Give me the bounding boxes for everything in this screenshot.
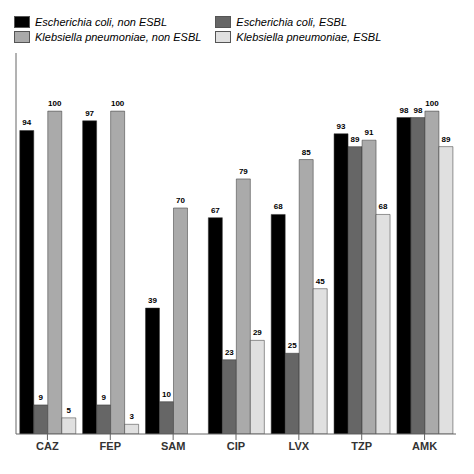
svg-text:98: 98 <box>413 106 422 115</box>
svg-text:CIP: CIP <box>227 440 245 452</box>
svg-text:5: 5 <box>67 406 72 415</box>
svg-text:TZP: TZP <box>351 440 372 452</box>
svg-text:9: 9 <box>101 393 106 402</box>
html-text:Escherichia coli, ESBL: Escherichia coli, ESBL <box>236 16 347 28</box>
svg-text:70: 70 <box>176 196 185 205</box>
svg-text:89: 89 <box>441 135 450 144</box>
svg-text:FEP: FEP <box>100 440 121 452</box>
html-text:Escherichia coli, non ESBL: Escherichia coli, non ESBL <box>35 16 168 28</box>
svg-text:100: 100 <box>111 99 125 108</box>
svg-text:68: 68 <box>274 202 283 211</box>
svg-text:39: 39 <box>148 296 157 305</box>
svg-text:9: 9 <box>39 393 44 402</box>
svg-text:SAM: SAM <box>161 440 185 452</box>
svg-text:94: 94 <box>22 118 31 127</box>
svg-text:AMK: AMK <box>412 440 437 452</box>
svg-text:100: 100 <box>48 99 62 108</box>
svg-text:68: 68 <box>379 202 388 211</box>
svg-text:100: 100 <box>425 99 439 108</box>
svg-text:25: 25 <box>288 341 297 350</box>
svg-text:91: 91 <box>365 128 374 137</box>
html-text:Klebsiella pneumoniae, non ESB: Klebsiella pneumoniae, non ESBL <box>35 31 202 43</box>
svg-text:67: 67 <box>211 206 220 215</box>
svg-text:3: 3 <box>129 412 134 421</box>
svg-text:98: 98 <box>399 106 408 115</box>
svg-text:85: 85 <box>302 148 311 157</box>
svg-text:29: 29 <box>253 328 262 337</box>
svg-text:93: 93 <box>337 122 346 131</box>
svg-text:23: 23 <box>225 348 234 357</box>
svg-text:10: 10 <box>162 390 171 399</box>
svg-text:79: 79 <box>239 167 248 176</box>
svg-text:45: 45 <box>316 277 325 286</box>
svg-text:97: 97 <box>85 109 94 118</box>
svg-text:CAZ: CAZ <box>36 440 59 452</box>
svg-text:89: 89 <box>351 135 360 144</box>
html-text:Klebsiella pneumoniae, ESBL: Klebsiella pneumoniae, ESBL <box>236 31 382 43</box>
svg-text:LVX: LVX <box>289 440 310 452</box>
